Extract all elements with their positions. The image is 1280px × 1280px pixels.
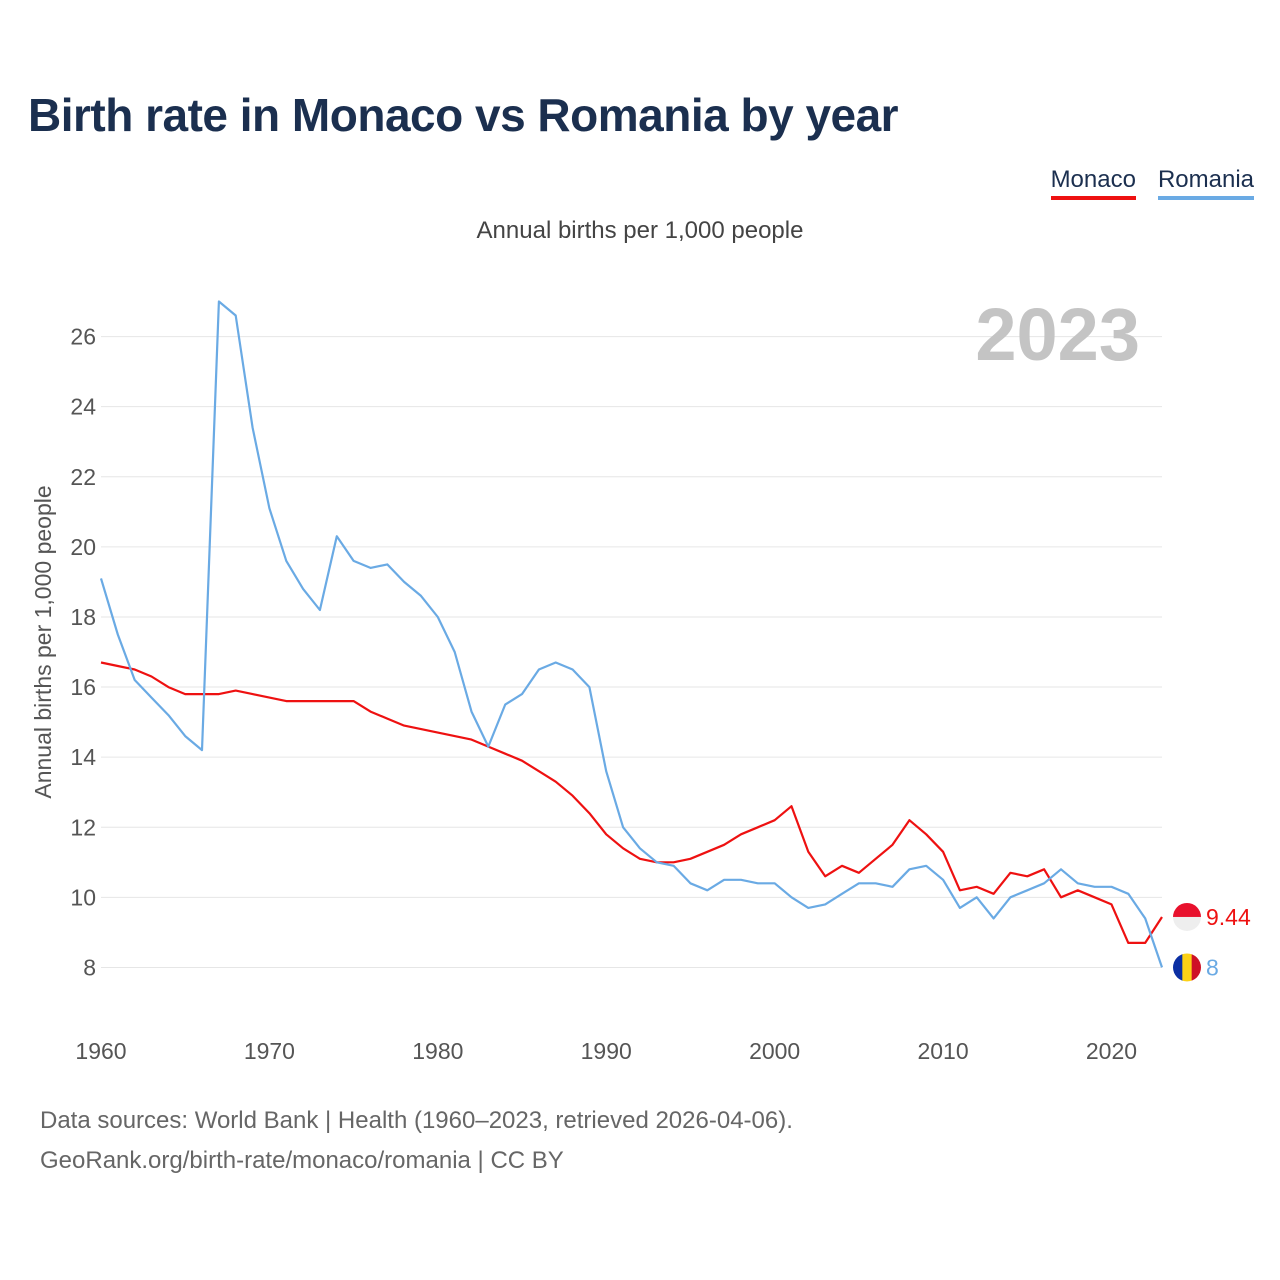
chart-area: 2023 8 10 12 14 16 18 20 22 24 26 1960 1970 1980 1990… xyxy=(30,293,1251,1064)
legend-item-monaco[interactable]: Monaco xyxy=(1050,166,1136,200)
y-tick-label: 24 xyxy=(70,394,96,420)
y-tick-label: 8 xyxy=(83,954,96,980)
y-tick-label: 16 xyxy=(70,674,96,700)
x-tick-label: 2010 xyxy=(917,1038,968,1064)
y-tick-label: 12 xyxy=(70,814,96,840)
series-line-romania[interactable] xyxy=(99,300,1164,968)
end-value-label-monaco: 9.44 xyxy=(1206,904,1251,930)
y-axis-label: Annual births per 1,000 people xyxy=(30,485,56,798)
y-tick-label: 22 xyxy=(70,464,96,490)
flag-romania-icon xyxy=(1173,953,1201,982)
series-line-monaco[interactable] xyxy=(100,661,1163,945)
source-note: Data sources: World Bank | Health (1960–… xyxy=(40,1107,793,1134)
y-tick-label: 20 xyxy=(70,534,96,560)
source-url: GeoRank.org/birth-rate/monaco/romania | … xyxy=(40,1147,564,1174)
y-tick-label: 26 xyxy=(70,324,96,350)
year-watermark: 2023 xyxy=(975,293,1140,376)
legend-item-romania[interactable]: Romania xyxy=(1157,166,1254,200)
x-tick-label: 1960 xyxy=(75,1038,126,1064)
x-tick-label: 2020 xyxy=(1086,1038,1137,1064)
y-tick-label: 14 xyxy=(70,744,96,770)
chart-title: Birth rate in Monaco vs Romania by year xyxy=(28,89,899,141)
x-tick-label: 1970 xyxy=(244,1038,295,1064)
y-tick-label: 18 xyxy=(70,604,96,630)
x-tick-label: 2000 xyxy=(749,1038,800,1064)
x-tick-label: 1980 xyxy=(412,1038,463,1064)
chart-subtitle: Annual births per 1,000 people xyxy=(476,217,804,244)
y-tick-label: 10 xyxy=(70,884,96,910)
x-tick-label: 1990 xyxy=(581,1038,632,1064)
legend: Monaco Romania xyxy=(1050,166,1254,200)
end-value-label-romania: 8 xyxy=(1206,954,1219,980)
flag-monaco-icon xyxy=(1173,902,1201,931)
